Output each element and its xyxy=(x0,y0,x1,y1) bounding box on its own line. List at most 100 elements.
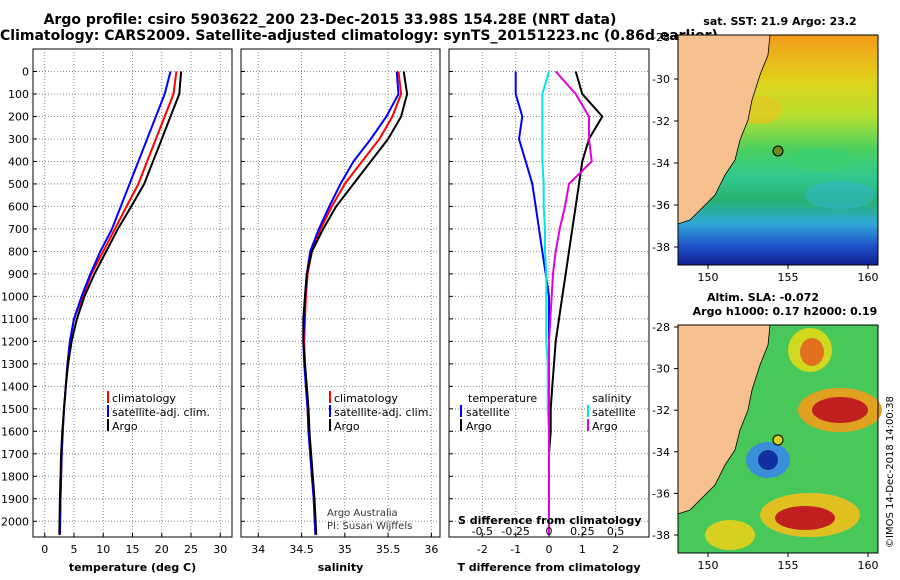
legend-climatology: climatology xyxy=(334,392,398,405)
depth-tick-label: 800 xyxy=(8,245,29,258)
x-tick-label: 0 xyxy=(546,543,553,556)
difference-series-salinity-argo xyxy=(548,70,593,535)
legend-climatology-swatch xyxy=(107,391,109,403)
map-lat-label: -28 xyxy=(652,321,670,334)
map-lon-label: 160 xyxy=(858,559,879,572)
depth-tick-label: 400 xyxy=(8,155,29,168)
map-lat-label: -32 xyxy=(652,115,670,128)
depth-tick-label: 1200 xyxy=(1,335,29,348)
x-tick-label: 5 xyxy=(70,543,77,556)
difference-series-temperature-satellite xyxy=(514,71,550,535)
legend-temp-satellite-swatch xyxy=(460,405,462,417)
depth-tick-label: 2000 xyxy=(1,515,29,528)
s-tick-label: 0 xyxy=(546,525,553,538)
depth-tick-label: 900 xyxy=(8,268,29,281)
legend-argo-swatch xyxy=(107,419,109,431)
legend-temperature-heading: temperature xyxy=(468,392,537,405)
x-tick-label: -1 xyxy=(510,543,521,556)
map-lat-label: -38 xyxy=(652,241,670,254)
legend-argo: Argo xyxy=(334,420,360,433)
x-tick-label: 2 xyxy=(612,543,619,556)
difference-legend: temperature satellite Argo salinity sate… xyxy=(458,392,642,527)
sla-land xyxy=(677,324,771,515)
s-difference-label: S difference from climatology xyxy=(458,514,642,527)
temperature-legend: climatology satellite-adj. clim. Argo xyxy=(107,391,210,433)
x-tick-label: 35 xyxy=(338,543,352,556)
x-tick-label: 30 xyxy=(213,543,227,556)
legend-satellite-swatch xyxy=(329,405,331,417)
sla-patch-b xyxy=(800,338,824,366)
temperature-series-climatology xyxy=(58,71,178,535)
salinity-series-argo xyxy=(302,71,409,535)
map-lat-label: -34 xyxy=(652,157,670,170)
x-tick-label: 10 xyxy=(96,543,110,556)
depth-tick-label: 0 xyxy=(22,65,29,78)
legend-climatology-swatch xyxy=(329,391,331,403)
legend-satellite: satellite-adj. clim. xyxy=(334,406,432,419)
difference-series-temperature-argo xyxy=(548,71,604,535)
sst-map: sat. SST: 21.9 Argo: 23.2 -28 -30 -32 -34 -3… xyxy=(652,15,879,284)
sst-argo-marker xyxy=(772,145,784,157)
depth-tick-label: 300 xyxy=(8,133,29,146)
map-lon-label: 150 xyxy=(698,271,719,284)
sla-patch-i xyxy=(705,520,755,550)
imos-stamp: ©IMOS 14-Dec-2018 14:00:38 xyxy=(885,396,896,548)
s-tick-label: -0.25 xyxy=(501,525,529,538)
salinity-panel xyxy=(240,48,441,538)
legend-temp-argo-swatch xyxy=(460,419,462,431)
s-tick-label: -0.5 xyxy=(472,525,493,538)
x-tick-label: -2 xyxy=(477,543,488,556)
legend-sal-argo-swatch xyxy=(587,419,589,431)
x-tick-label: 1 xyxy=(579,543,586,556)
map-lat-label: -34 xyxy=(652,446,670,459)
depth-tick-label: 1800 xyxy=(1,470,29,483)
depth-tick-label: 700 xyxy=(8,223,29,236)
temperature-series-satellite-adj-clim- xyxy=(58,71,172,535)
x-tick-label: 36 xyxy=(424,543,438,556)
x-tick-label: 25 xyxy=(184,543,198,556)
map-lon-label: 150 xyxy=(698,559,719,572)
depth-tick-label: 1100 xyxy=(1,313,29,326)
difference-series-salinity-satellite xyxy=(541,71,550,535)
x-tick-label: 15 xyxy=(126,543,140,556)
temperature-series-argo xyxy=(58,71,183,535)
map-lon-label: 155 xyxy=(778,271,799,284)
legend-satellite: satellite-adj. clim. xyxy=(112,406,210,419)
x-tick-label: 20 xyxy=(155,543,169,556)
map-lon-label: 160 xyxy=(858,271,879,284)
sst-green-patch xyxy=(790,148,850,172)
depth-tick-label: 1500 xyxy=(1,403,29,416)
x-tick-label: 34 xyxy=(251,543,265,556)
depth-tick-label: 1700 xyxy=(1,448,29,461)
legend-sal-argo: Argo xyxy=(592,420,618,433)
legend-temp-argo: Argo xyxy=(466,420,492,433)
map-lat-label: -30 xyxy=(652,73,670,86)
map-lat-label: -38 xyxy=(652,529,670,542)
map-lat-label: -30 xyxy=(652,363,670,376)
depth-tick-label: 1900 xyxy=(1,493,29,506)
credit-line-1: Argo Australia xyxy=(327,508,398,519)
legend-salinity-heading: salinity xyxy=(592,392,632,405)
temperature-xlabel: temperature (deg C) xyxy=(69,561,196,574)
x-tick-label: 34.5 xyxy=(289,543,314,556)
depth-tick-label: 1600 xyxy=(1,425,29,438)
sla-patch-h xyxy=(775,506,835,530)
sla-map-frame xyxy=(677,324,879,554)
legend-argo: Argo xyxy=(112,420,138,433)
legend-sal-satellite: satellite xyxy=(592,406,636,419)
depth-tick-label: 600 xyxy=(8,200,29,213)
x-tick-label: 35.5 xyxy=(376,543,401,556)
title-line-1: Argo profile: csiro 5903622_200 23-Dec-2… xyxy=(43,12,617,28)
map-lat-label: -28 xyxy=(652,31,670,44)
map-lon-label: 155 xyxy=(778,559,799,572)
sst-map-title: sat. SST: 21.9 Argo: 23.2 xyxy=(703,15,856,28)
depth-tick-label: 500 xyxy=(8,178,29,191)
title-line-2: Climatology: CARS2009. Satellite-adjuste… xyxy=(0,28,718,44)
x-tick-label: 0 xyxy=(41,543,48,556)
depth-tick-label: 1300 xyxy=(1,358,29,371)
depth-tick-label: 100 xyxy=(8,88,29,101)
salinity-series-satellite-adj-clim- xyxy=(302,71,400,535)
salinity-xlabel: salinity xyxy=(318,561,364,574)
map-lat-label: -36 xyxy=(652,487,670,500)
